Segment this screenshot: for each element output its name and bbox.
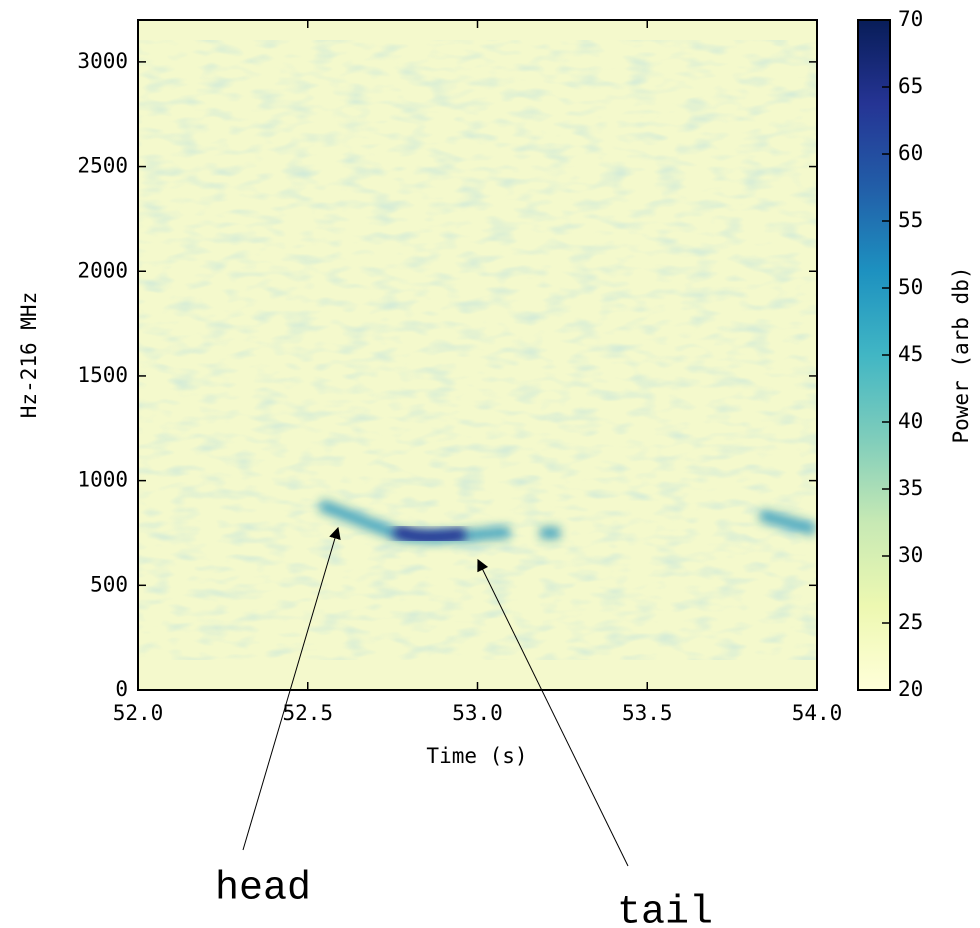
- colorbar-tick-label: 50: [898, 275, 923, 299]
- spectrogram-image: [138, 20, 817, 690]
- x-tick-label: 54.0: [792, 701, 843, 725]
- colorbar-tick-label: 55: [898, 208, 923, 232]
- colorbar-tick-label: 60: [898, 141, 923, 165]
- y-tick-label: 2500: [77, 154, 128, 178]
- colorbar-tick-label: 30: [898, 543, 923, 567]
- colorbar-tick-label: 20: [898, 677, 923, 701]
- annotation-text: tail: [617, 891, 713, 928]
- colorbar-tick-label: 25: [898, 610, 923, 634]
- colorbar-tick-label: 65: [898, 74, 923, 98]
- x-axis-label: Time (s): [426, 744, 527, 768]
- y-tick-label: 1500: [77, 363, 128, 387]
- y-tick-label: 3000: [77, 49, 128, 73]
- colorbar-tick-label: 40: [898, 409, 923, 433]
- x-tick-label: 53.5: [622, 701, 673, 725]
- x-tick-label: 52.5: [282, 701, 333, 725]
- colorbar-tick-label: 45: [898, 342, 923, 366]
- x-tick-label: 52.0: [113, 701, 164, 725]
- x-tick-label: 53.0: [452, 701, 503, 725]
- annotation-arrow: [477, 558, 629, 867]
- y-tick-label: 0: [115, 677, 128, 701]
- y-axis-label: Hz-216 MHz: [17, 292, 41, 418]
- annotation-text: head: [215, 867, 311, 912]
- colorbar-label: Power (arb db): [949, 266, 973, 443]
- y-tick-label: 500: [90, 572, 128, 596]
- annotation-arrow: [242, 526, 341, 851]
- y-tick-label: 2000: [77, 258, 128, 282]
- colorbar-tick-label: 70: [898, 7, 923, 31]
- y-tick-label: 1000: [77, 468, 128, 492]
- colorbar-tick-label: 35: [898, 476, 923, 500]
